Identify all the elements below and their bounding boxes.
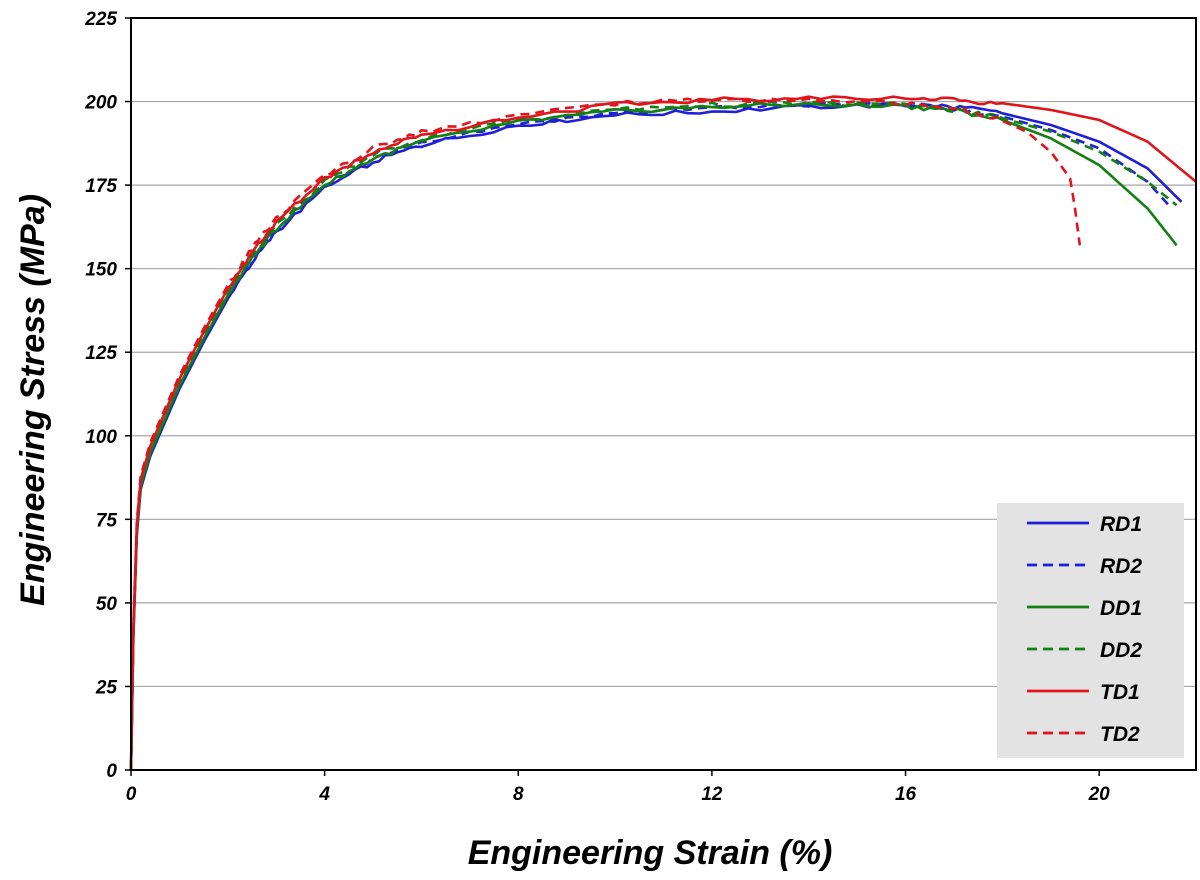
legend-label-td1: TD1 [1100,681,1140,704]
y-tick-label: 225 [84,9,117,30]
series-line-td2 [129,97,1082,771]
legend-label-dd1: DD1 [1100,597,1142,620]
y-axis-title: Engineering Stress (MPa) [14,194,52,606]
x-axis-title: Engineering Strain (%) [468,834,833,872]
legend-label-td2: TD2 [1100,723,1140,746]
y-tick-label: 125 [85,343,117,364]
y-tick-labels: 0 25 50 75 100 125 150 175 200 225 [84,9,131,782]
legend-label-rd2: RD2 [1100,555,1142,578]
y-tick-label: 25 [95,677,118,698]
y-tick-label: 100 [85,427,117,448]
series-line-td1 [129,95,1197,771]
y-tick-label: 150 [85,260,117,281]
x-tick-label: 0 [126,784,137,805]
plot-area-frame [130,17,1197,771]
y-tick-label: 175 [85,176,117,197]
x-tick-label: 8 [513,784,524,805]
legend-background [997,503,1184,758]
y-tick-label: 0 [106,761,117,782]
series-line-dd1 [129,102,1178,771]
y-tick-label: 50 [96,594,118,615]
legend-label-dd2: DD2 [1100,639,1142,662]
x-tick-label: 4 [318,784,330,805]
y-tick-label: 200 [84,93,117,114]
x-tick-label: 16 [895,784,917,805]
legend-entries: RD1 RD2 DD1 DD2 TD1 TD2 [1027,513,1142,746]
grid-lines [131,100,1196,688]
series-lines [129,95,1197,771]
x-tick-label: 20 [1088,784,1111,805]
y-tick-label: 75 [96,510,118,531]
legend-label-rd1: RD1 [1100,513,1142,536]
x-tick-labels: 0 4 8 12 16 20 [126,770,1110,805]
x-tick-label: 12 [701,784,723,805]
legend: RD1 RD2 DD1 DD2 TD1 TD2 [997,503,1184,758]
